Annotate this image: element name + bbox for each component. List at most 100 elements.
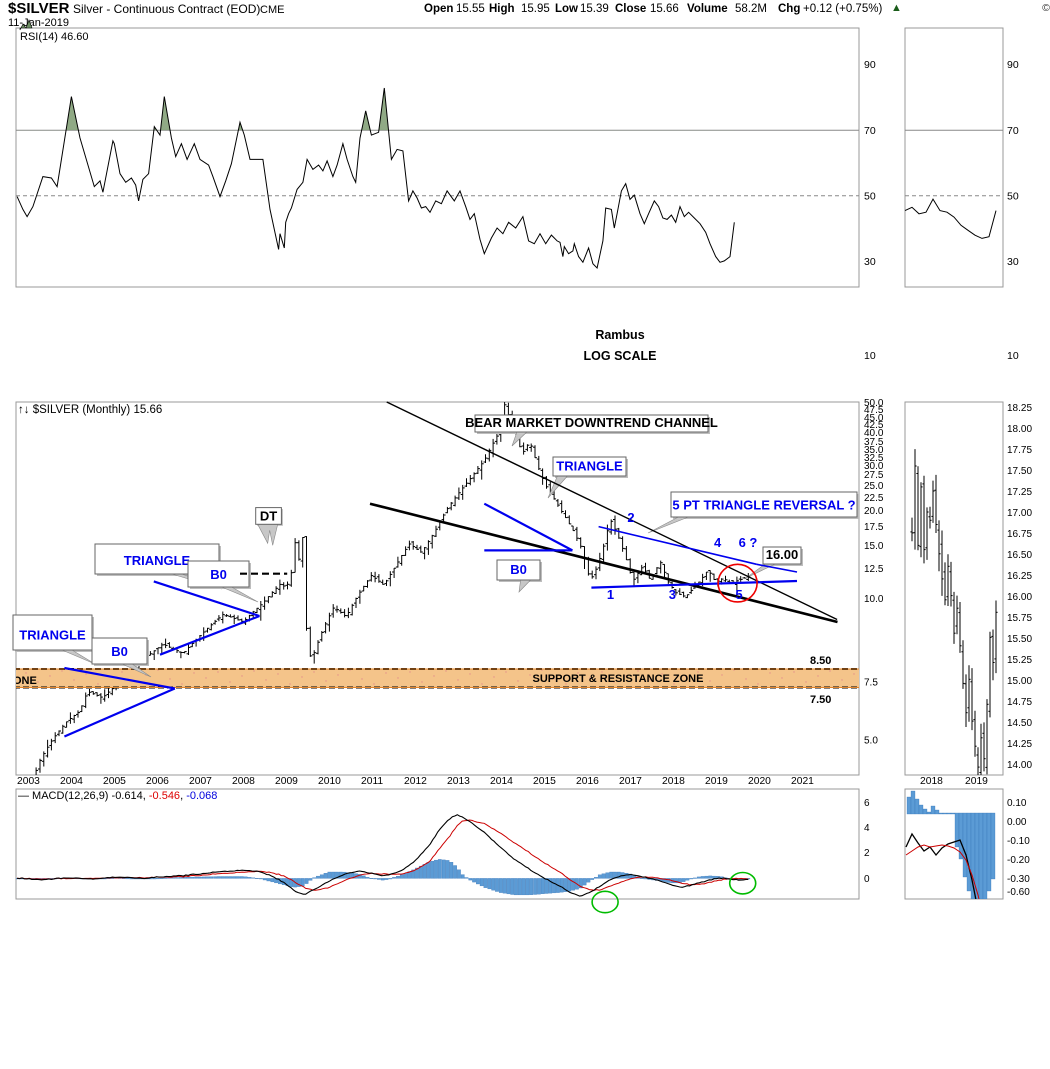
svg-text:0.10: 0.10 (1007, 798, 1027, 809)
svg-text:30: 30 (864, 256, 876, 268)
svg-text:14.75: 14.75 (1007, 697, 1032, 708)
svg-text:2010: 2010 (318, 776, 341, 787)
svg-text:16.50: 16.50 (1007, 550, 1032, 561)
svg-text:CME: CME (260, 4, 284, 16)
svg-text:2020: 2020 (748, 776, 771, 787)
svg-text:B0: B0 (210, 567, 227, 582)
svg-text:18.25: 18.25 (1007, 403, 1032, 414)
svg-text:2006: 2006 (146, 776, 169, 787)
svg-text:10: 10 (864, 350, 876, 362)
svg-text:58.2M: 58.2M (735, 3, 767, 15)
svg-text:17.25: 17.25 (1007, 487, 1032, 498)
svg-text:70: 70 (864, 125, 876, 137)
svg-text:2009: 2009 (275, 776, 298, 787)
svg-text:2005: 2005 (103, 776, 126, 787)
svg-text:2016: 2016 (576, 776, 599, 787)
svg-text:17.00: 17.00 (1007, 508, 1032, 519)
svg-text:18.00: 18.00 (1007, 424, 1032, 435)
svg-text:-0.20: -0.20 (1007, 855, 1030, 866)
svg-text:Close: Close (615, 3, 646, 15)
svg-text:Volume: Volume (687, 3, 728, 15)
svg-text:2014: 2014 (490, 776, 513, 787)
svg-text:-0.30: -0.30 (1007, 874, 1030, 885)
svg-text:16.25: 16.25 (1007, 571, 1032, 582)
svg-text:8.50: 8.50 (810, 655, 831, 667)
svg-text:16.00: 16.00 (766, 547, 799, 562)
svg-text:TRIANGLE: TRIANGLE (19, 628, 86, 643)
svg-text:2021: 2021 (791, 776, 814, 787)
svg-text:0.00: 0.00 (1007, 817, 1027, 828)
svg-text:16.75: 16.75 (1007, 529, 1032, 540)
svg-text:2003: 2003 (17, 776, 40, 787)
svg-text:0: 0 (864, 874, 870, 885)
svg-text:16.00: 16.00 (1007, 592, 1032, 603)
svg-text:4: 4 (714, 535, 722, 550)
svg-text:2018: 2018 (920, 776, 943, 787)
svg-text:17.5: 17.5 (864, 522, 884, 533)
svg-text:2: 2 (627, 510, 634, 525)
svg-text:5 PT TRIANGLE REVERSAL ?: 5 PT TRIANGLE REVERSAL ? (672, 498, 855, 513)
svg-text:14.00: 14.00 (1007, 760, 1032, 771)
svg-text:Chg: Chg (778, 3, 800, 15)
svg-text:15.55: 15.55 (456, 3, 485, 15)
svg-text:15.95: 15.95 (521, 3, 550, 15)
svg-text:7.50: 7.50 (810, 694, 831, 706)
svg-text:7.5: 7.5 (864, 678, 878, 689)
svg-text:15.39: 15.39 (580, 3, 609, 15)
svg-text:10.0: 10.0 (864, 594, 884, 605)
svg-text:14.25: 14.25 (1007, 739, 1032, 750)
svg-text:22.5: 22.5 (864, 493, 884, 504)
svg-text:-0.60: -0.60 (1007, 887, 1030, 898)
svg-text:5: 5 (735, 587, 742, 602)
svg-text:2017: 2017 (619, 776, 642, 787)
svg-text:2012: 2012 (404, 776, 427, 787)
svg-text:10: 10 (1007, 350, 1019, 362)
svg-text:50: 50 (1007, 191, 1019, 203)
svg-text:2019: 2019 (705, 776, 728, 787)
svg-text:2013: 2013 (447, 776, 470, 787)
svg-text:Silver - Continuous Contract (: Silver - Continuous Contract (EOD) (73, 2, 260, 16)
svg-text:2: 2 (864, 848, 870, 859)
svg-text:2004: 2004 (60, 776, 83, 787)
svg-text:90: 90 (1007, 59, 1019, 71)
svg-text:Open: Open (424, 3, 453, 15)
svg-text:27.5: 27.5 (864, 470, 884, 481)
svg-text:High: High (489, 3, 515, 15)
svg-text:▲: ▲ (891, 2, 902, 14)
svg-text:15.0: 15.0 (864, 541, 884, 552)
svg-text:DT: DT (260, 508, 277, 523)
svg-text:Low: Low (555, 3, 578, 15)
svg-text:↑↓ $SILVER (Monthly) 15.66: ↑↓ $SILVER (Monthly) 15.66 (18, 404, 162, 416)
svg-text:1: 1 (607, 587, 614, 602)
svg-text:20.0: 20.0 (864, 506, 884, 517)
svg-text:B0: B0 (510, 562, 527, 577)
svg-text:2008: 2008 (232, 776, 255, 787)
svg-text:15.50: 15.50 (1007, 634, 1032, 645)
svg-text:12.5: 12.5 (864, 564, 884, 575)
svg-text:B0: B0 (111, 644, 128, 659)
svg-text:TRIANGLE: TRIANGLE (556, 458, 623, 473)
svg-text:3: 3 (669, 587, 676, 602)
svg-text:TRIANGLE: TRIANGLE (124, 553, 191, 568)
svg-text:LOG SCALE: LOG SCALE (584, 349, 657, 363)
svg-text:SUPPORT & RESISTANCE ZONE: SUPPORT & RESISTANCE ZONE (533, 673, 704, 685)
svg-text:25.0: 25.0 (864, 481, 884, 492)
svg-text:90: 90 (864, 59, 876, 71)
svg-text:6: 6 (864, 798, 870, 809)
svg-text:11-Jan-2019: 11-Jan-2019 (8, 17, 69, 29)
svg-text:© StockCharts.com: © StockCharts.com (1042, 2, 1050, 14)
svg-text:6 ?: 6 ? (739, 535, 758, 550)
svg-text:15.66: 15.66 (650, 3, 679, 15)
svg-text:2018: 2018 (662, 776, 685, 787)
svg-text:14.50: 14.50 (1007, 718, 1032, 729)
svg-text:RSI(14) 46.60: RSI(14) 46.60 (20, 31, 88, 43)
svg-text:15.00: 15.00 (1007, 676, 1032, 687)
svg-text:17.50: 17.50 (1007, 466, 1032, 477)
svg-text:50: 50 (864, 191, 876, 203)
svg-text:BEAR MARKET DOWNTREND CHANNEL: BEAR MARKET DOWNTREND CHANNEL (465, 415, 718, 430)
svg-text:5.0: 5.0 (864, 736, 878, 747)
svg-text:15.25: 15.25 (1007, 655, 1032, 666)
svg-text:15.75: 15.75 (1007, 613, 1032, 624)
svg-text:2007: 2007 (189, 776, 212, 787)
svg-text:2011: 2011 (361, 776, 383, 787)
